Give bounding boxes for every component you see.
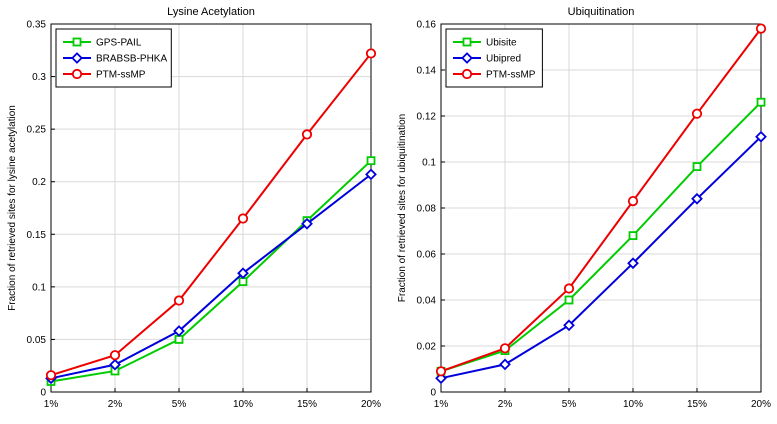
x-tick-label: 20% [360,399,380,410]
series-line [50,159,372,383]
legend-entry-label: PTM-ssMP [486,70,536,81]
grid-lines [50,24,371,392]
legend-entry-label: Ubisite [486,38,517,49]
series-marker-square [366,156,375,166]
x-tick-label: 20% [750,399,770,410]
series-Ubipred [434,130,767,385]
axes-box [50,23,371,393]
series-marker-diamond [690,192,703,205]
x-tick-label: 1% [433,399,448,410]
legend-entry-label: GPS-PAIL [96,38,142,49]
y-tick-label: 0.1 [422,158,436,169]
series-marker-square [692,162,701,172]
series-marker-circle [563,283,574,294]
series-marker-square [564,295,573,305]
series-marker-circle [435,366,446,377]
series-marker-diamond [434,372,447,385]
series-line [440,27,762,373]
series-marker-square [628,231,637,241]
series-marker-circle [173,295,184,306]
series-marker-circle [461,68,472,80]
x-tick-label: 5% [561,399,576,410]
chart-ubiquitination: 0 0.02 0.04 0.06 0.08 0.1 0.12 0.14 0.16 1% 2% 5% 10… [393,2,775,422]
series-marker-diamond [498,358,511,371]
y-tick-label: 0 [430,388,436,399]
series-marker-diamond [236,267,249,280]
series-PTM-ssMP [435,23,766,377]
chart-title: Lysine Acetylation [167,6,255,18]
y-tick-label: 0.1 [32,282,46,293]
series-marker-square [462,37,471,47]
chart-lysine-acetylation: 0 0.05 0.1 0.15 0.2 0.25 0.3 0.35 1% 2% 5% 10% 15% 20… [3,2,385,422]
series-marker-diamond [300,217,313,230]
series-marker-circle [45,370,56,381]
series-marker-diamond [460,52,473,64]
series-marker-diamond [626,257,639,270]
y-tick-label: 0.2 [32,177,46,188]
series-line [50,52,372,377]
legend-entry-label: Ubipred [486,54,521,65]
y-tick-label: 0.15 [26,230,46,241]
series-marker-square [72,37,81,47]
series-marker-diamond [364,168,377,181]
chart-svg-lysine-acetylation: 0 0.05 0.1 0.15 0.2 0.25 0.3 0.35 1% 2% 5% 10% 15% 20… [7,6,381,411]
y-axis-label: Fraction of retrieved sites for ubiquiti… [397,114,408,302]
series-marker-diamond [172,325,185,337]
y-tick-label: 0.16 [416,20,436,31]
chart-title: Ubiquitination [567,6,634,18]
series-marker-circle [627,196,638,207]
x-tick-label: 1% [43,399,58,410]
y-tick-label: 0.02 [416,342,436,353]
series-marker-square [756,97,765,107]
legend: GPS-PAIL BRABSB-PHKA PTM-ssMP [55,28,172,88]
series-marker-square [174,335,183,344]
series-marker-circle [499,343,510,354]
legend: Ubisite Ubipred PTM-ssMP [445,28,543,88]
x-tick-label: 5% [171,399,186,410]
y-tick-label: 0.14 [416,66,436,77]
x-tick-label: 15% [686,399,706,410]
axes-box [440,23,761,393]
y-tick-label: 0.3 [32,72,46,83]
series-marker-diamond [70,52,83,64]
series-line [440,135,762,380]
y-tick-label: 0.35 [26,20,46,31]
series-line [440,101,762,373]
y-tick-label: 0.08 [416,204,436,215]
x-tick-label: 2% [107,399,122,410]
series-marker-circle [71,68,82,80]
series-marker-diamond [754,130,767,143]
x-tick-label: 10% [622,399,642,410]
series-marker-diamond [562,319,575,332]
series-marker-diamond [108,358,121,371]
y-tick-label: 0.12 [416,112,436,123]
series-marker-circle [237,213,248,224]
axis-tick-labels: 0 0.02 0.04 0.06 0.08 0.1 0.12 0.14 0.16 1% 2% 5% 10… [416,20,771,411]
y-tick-label: 0.05 [26,335,46,346]
chart-svg-ubiquitination: 0 0.02 0.04 0.06 0.08 0.1 0.12 0.14 0.16 1% 2% 5% 10… [397,6,771,411]
axis-tick-labels: 0 0.05 0.1 0.15 0.2 0.25 0.3 0.35 1% 2% 5% 10% 15% 20… [26,20,381,411]
y-tick-label: 0 [40,388,46,399]
y-tick-label: 0.25 [26,125,46,136]
series-PTM-ssMP [45,48,376,381]
series-marker-circle [109,350,120,361]
series-marker-circle [691,108,702,119]
legend-entry-label: PTM-ssMP [96,70,146,81]
series-marker-square [238,277,247,287]
series-marker-circle [365,48,376,59]
legend-entry-label: BRABSB-PHKA [96,54,167,65]
y-tick-label: 0.06 [416,250,436,261]
x-tick-label: 15% [296,399,316,410]
x-tick-label: 10% [232,399,252,410]
y-tick-label: 0.04 [416,296,436,307]
x-tick-label: 2% [497,399,512,410]
series-marker-circle [301,129,312,140]
series-line [50,173,372,380]
y-axis-label: Fraction of retrieved sites for lysine a… [7,105,18,311]
series-marker-circle [755,23,766,34]
